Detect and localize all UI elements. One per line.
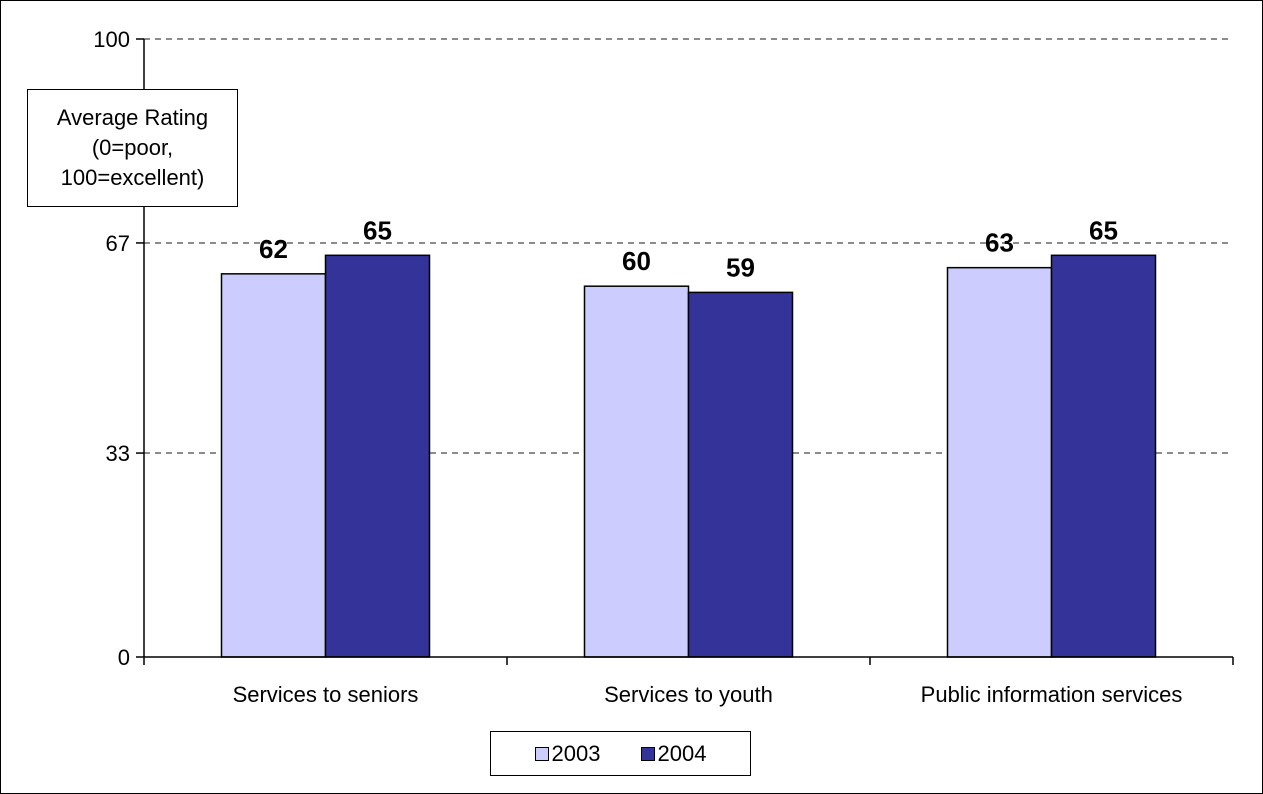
data-label-2003-2: 63 bbox=[985, 228, 1014, 258]
legend-swatch-2004 bbox=[640, 746, 655, 761]
bar-2003-0 bbox=[220, 273, 327, 658]
bar-2004-1 bbox=[687, 291, 794, 658]
bar-2003-2 bbox=[946, 266, 1053, 658]
y-axis-label-box: Average Rating (0=poor, 100=excellent) bbox=[27, 89, 238, 207]
data-label-2004-1: 59 bbox=[726, 252, 755, 282]
y-tick-label-100: 100 bbox=[93, 27, 130, 52]
legend-label-2004: 2004 bbox=[657, 740, 707, 766]
bar-2004-0 bbox=[324, 254, 431, 658]
y-tick-label-67: 67 bbox=[106, 231, 130, 256]
legend-label-2003: 2003 bbox=[551, 740, 601, 766]
legend-item-2003: 2003 bbox=[534, 740, 601, 767]
legend: 2003 2004 bbox=[490, 731, 751, 776]
category-label-0: Services to seniors bbox=[233, 682, 419, 707]
category-label-1: Services to youth bbox=[604, 682, 773, 707]
data-label-2003-0: 62 bbox=[259, 234, 288, 264]
bar-2004-2 bbox=[1050, 254, 1157, 658]
y-axis-label: Average Rating (0=poor, 100=excellent) bbox=[56, 105, 209, 190]
data-label-2003-1: 60 bbox=[622, 246, 651, 276]
data-label-2004-0: 65 bbox=[363, 215, 392, 245]
legend-swatch-2003 bbox=[534, 746, 549, 761]
category-label-2: Public information services bbox=[921, 682, 1183, 707]
y-tick-label-0: 0 bbox=[118, 645, 130, 670]
legend-item-2004: 2004 bbox=[640, 740, 707, 767]
bar-2003-1 bbox=[583, 285, 690, 658]
y-tick-label-33: 33 bbox=[106, 441, 130, 466]
data-label-2004-2: 65 bbox=[1089, 215, 1118, 245]
